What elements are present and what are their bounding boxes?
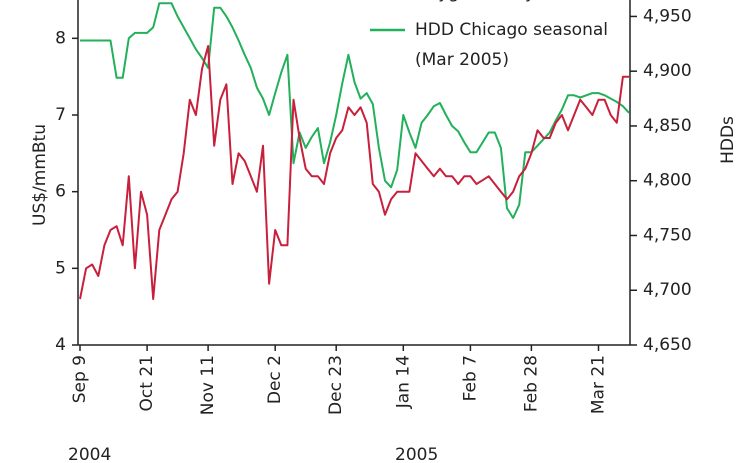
x-tick-label: Feb 28 [521,355,541,412]
x-tick-label: Feb 7 [460,355,480,401]
y2-tick-label: 4,950 [643,6,692,26]
year-label: 2004 [68,445,111,463]
legend-label: HDD Chicago seasonal (Mar 2005) [415,20,609,70]
series-line [79,45,629,300]
x-tick-label: Oct 21 [137,355,157,411]
year-label: 2005 [395,445,438,463]
y-axis-label: US$/mmBtu [30,124,50,226]
y-tick-label: 4 [55,335,66,355]
x-tick-label: Mar 21 [589,355,609,414]
series-line [80,2,630,219]
y2-tick-label: 4,900 [643,61,692,81]
y2-tick-label: 4,650 [643,335,692,355]
y-tick-label: 8 [55,28,66,48]
y-tick-label: 5 [55,258,66,278]
y-tick-label: 7 [55,105,66,125]
y2-tick-label: 4,800 [643,171,692,191]
y-tick-label: 6 [55,182,66,202]
y2-tick-label: 4,850 [643,116,692,136]
y2-tick-label: 4,700 [643,280,692,300]
y2-axis-label: HDDs [718,116,738,164]
x-tick-label: Dec 23 [326,355,346,415]
y2-tick-label: 4,750 [643,225,692,245]
x-tick-label: Sep 9 [70,355,90,403]
x-tick-label: Nov 11 [198,355,218,415]
legend-label: Citygate Daily (USD) [415,0,630,8]
x-tick-label: Jan 14 [393,355,413,409]
x-tick-label: Dec 2 [265,355,285,404]
